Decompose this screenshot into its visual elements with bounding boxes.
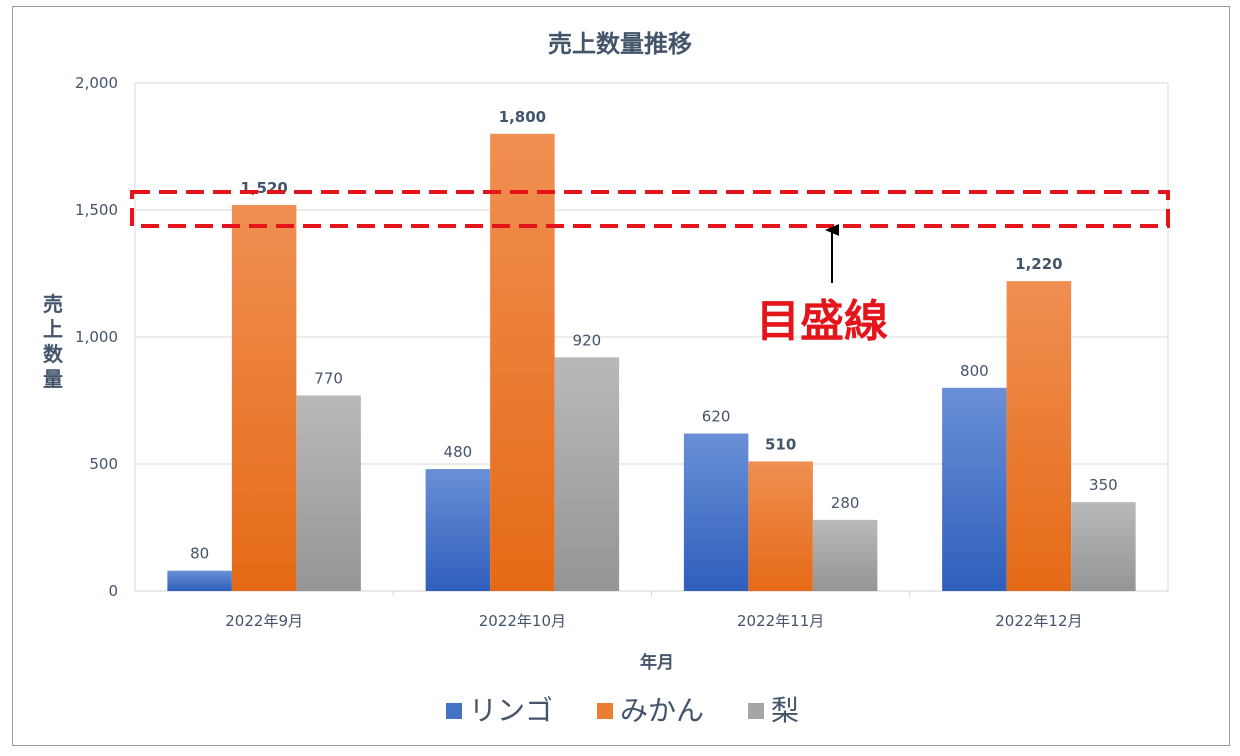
data-label: 620 <box>702 408 731 426</box>
y-tick-label: 500 <box>89 455 118 473</box>
chart-title: 売上数量推移 <box>548 30 692 58</box>
bar-2-1 <box>554 357 620 591</box>
bar-1-0 <box>231 204 297 592</box>
y-tick-label: 1,000 <box>75 328 118 346</box>
y-tick-label: 1,500 <box>75 201 118 219</box>
data-label: 920 <box>573 331 602 349</box>
data-label: 1,220 <box>1015 255 1062 273</box>
bar-1-1 <box>490 133 555 592</box>
legend-swatch <box>597 703 613 719</box>
y-axis-title-char: 上 <box>43 317 63 341</box>
x-tick-label: 2022年12月 <box>995 612 1082 630</box>
y-axis-title: 売上数量 <box>43 292 64 391</box>
x-axis-ticks: 2022年9月 2022年10月 2022年11月 2022年12月 <box>225 591 1083 630</box>
data-label: 80 <box>190 545 209 563</box>
data-label: 350 <box>1089 476 1118 494</box>
bar-0-0 <box>167 570 232 591</box>
bar-0-2 <box>683 433 749 591</box>
bar-2-2 <box>812 519 878 591</box>
x-axis-title: 年月 <box>640 652 674 673</box>
bar-2-3 <box>1071 502 1136 591</box>
data-label: 510 <box>765 435 796 453</box>
y-tick-label: 0 <box>108 582 118 600</box>
x-tick-label: 2022年9月 <box>225 612 303 630</box>
legend: リンゴ みかん 梨 <box>446 694 799 727</box>
legend-label: リンゴ <box>469 694 553 727</box>
annotation-highlight-box <box>130 190 1170 228</box>
data-label: 1,520 <box>240 179 287 197</box>
bar-0-3 <box>942 387 1007 591</box>
y-axis-title-char: 量 <box>43 367 63 391</box>
legend-swatch <box>748 703 764 719</box>
gridline-annotation: 目盛線 <box>130 190 1170 347</box>
y-axis-title-char: 売 <box>43 292 63 316</box>
annotation-label: 目盛線 <box>756 296 888 347</box>
bar-1-2 <box>748 461 813 591</box>
data-label: 800 <box>960 362 989 380</box>
bars <box>167 133 1136 592</box>
bar-2-0 <box>296 395 361 591</box>
data-label: 280 <box>831 494 860 512</box>
legend-swatch <box>446 703 462 719</box>
legend-label: みかん <box>620 694 704 727</box>
y-axis-ticks: 0 500 1,000 1,500 2,000 <box>75 74 118 600</box>
bar-0-1 <box>425 469 491 591</box>
y-tick-label: 2,000 <box>75 74 118 92</box>
y-axis-title-char: 数 <box>43 342 64 366</box>
data-label: 1,800 <box>499 108 546 126</box>
legend-label: 梨 <box>771 694 799 727</box>
data-label: 770 <box>314 369 343 387</box>
bar-1-3 <box>1006 281 1072 591</box>
x-tick-label: 2022年10月 <box>479 612 566 630</box>
data-label: 480 <box>444 443 473 461</box>
x-tick-label: 2022年11月 <box>737 612 824 630</box>
